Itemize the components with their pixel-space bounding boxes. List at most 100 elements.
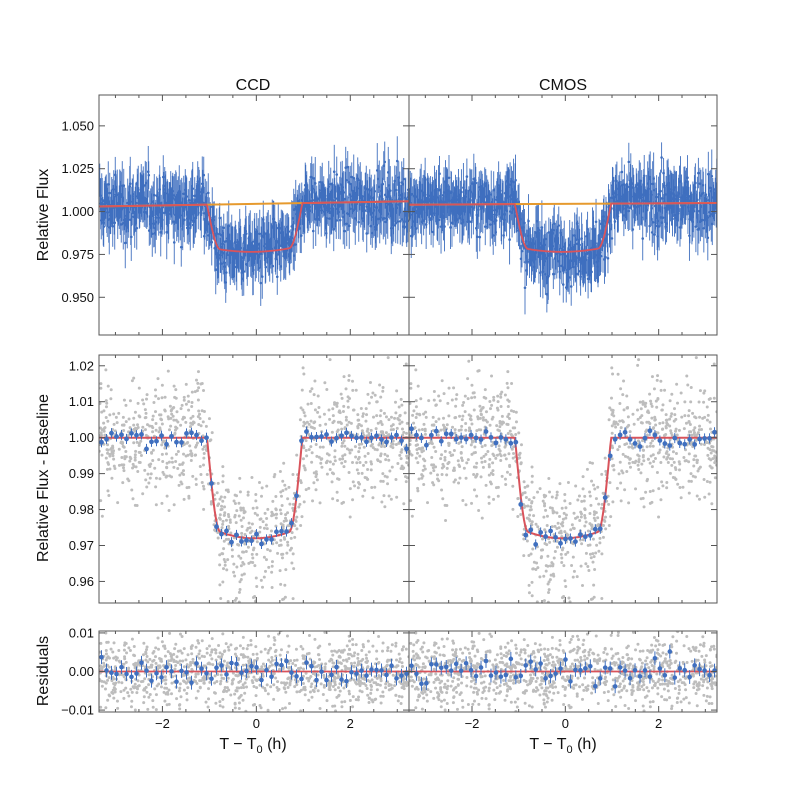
raw-point — [325, 452, 329, 456]
raw-point — [713, 454, 717, 458]
raw-point — [649, 454, 653, 458]
raw-point — [705, 441, 709, 445]
raw-point — [151, 418, 155, 422]
raw-point — [668, 399, 672, 403]
raw-point — [261, 585, 265, 589]
raw-point — [266, 507, 270, 511]
raw-point — [342, 500, 346, 504]
raw-point — [291, 597, 295, 601]
raw-point — [583, 524, 587, 528]
raw-point — [383, 452, 387, 456]
raw-point — [434, 403, 438, 407]
raw-point — [387, 433, 391, 437]
raw-point — [218, 583, 222, 587]
data-point — [134, 201, 138, 205]
raw-point — [307, 422, 311, 426]
raw-point — [218, 513, 222, 517]
data-point — [476, 235, 479, 239]
binned-point — [279, 528, 284, 534]
raw-point — [156, 377, 160, 381]
raw-point — [378, 442, 382, 446]
data-point — [567, 276, 571, 279]
raw-point — [303, 414, 307, 418]
raw-point — [295, 453, 299, 457]
raw-point — [355, 468, 359, 472]
raw-point — [463, 394, 467, 398]
raw-point — [467, 413, 471, 417]
raw-point — [283, 583, 287, 587]
data-point — [641, 237, 645, 240]
raw-point — [283, 483, 287, 487]
raw-point — [519, 443, 523, 447]
raw-point — [607, 418, 611, 422]
raw-point — [104, 368, 108, 372]
raw-point — [278, 470, 282, 474]
data-point — [631, 228, 635, 231]
raw-point — [104, 416, 108, 420]
raw-point — [528, 513, 532, 517]
raw-point — [666, 460, 670, 464]
raw-point — [622, 408, 626, 412]
raw-point — [154, 421, 158, 425]
raw-point — [647, 420, 651, 424]
raw-point — [282, 461, 286, 465]
raw-point — [590, 597, 594, 601]
raw-point — [351, 388, 355, 392]
raw-point — [232, 562, 236, 566]
model-curve — [99, 200, 409, 253]
raw-point — [610, 366, 614, 370]
raw-point — [664, 426, 668, 430]
raw-point — [202, 463, 206, 467]
raw-point — [707, 492, 711, 496]
raw-point — [154, 428, 158, 432]
binned-point — [304, 429, 309, 435]
data-point — [383, 160, 387, 164]
raw-point — [679, 496, 683, 500]
raw-point — [507, 417, 511, 421]
raw-point — [358, 482, 362, 486]
raw-point — [579, 515, 583, 519]
data-point — [357, 220, 361, 224]
raw-point — [467, 426, 471, 430]
raw-point — [687, 420, 691, 424]
raw-point — [133, 455, 137, 459]
raw-point — [709, 451, 713, 455]
raw-point — [242, 550, 246, 554]
raw-point — [429, 440, 433, 444]
raw-point — [669, 414, 673, 418]
raw-point — [132, 423, 136, 427]
data-point — [569, 285, 573, 288]
raw-point — [195, 378, 199, 382]
raw-point — [651, 444, 655, 448]
raw-point — [251, 556, 255, 560]
raw-point — [141, 425, 145, 429]
raw-point — [373, 393, 377, 397]
raw-point — [237, 590, 241, 594]
y-tick-label: 1.00 — [69, 430, 94, 445]
raw-point — [593, 568, 597, 572]
raw-point — [219, 495, 223, 499]
raw-point — [610, 457, 614, 461]
raw-point — [289, 536, 293, 540]
raw-point — [404, 475, 408, 479]
raw-point — [450, 398, 454, 402]
raw-point — [160, 422, 164, 426]
raw-point — [384, 458, 388, 462]
raw-point — [665, 481, 669, 485]
raw-point — [369, 428, 373, 432]
raw-point — [333, 402, 337, 406]
plot-panels: 0.9500.9751.0001.0251.0500.960.970.980.9… — [61, 94, 718, 731]
data-point — [561, 283, 565, 286]
raw-point — [499, 458, 503, 462]
raw-point — [105, 401, 109, 405]
raw-point — [145, 397, 149, 401]
raw-point — [221, 474, 225, 478]
raw-point — [505, 381, 509, 385]
raw-point — [648, 392, 652, 396]
raw-point — [314, 442, 318, 446]
data-point — [526, 260, 529, 263]
raw-point — [616, 372, 620, 376]
raw-point — [563, 579, 567, 583]
raw-point — [108, 452, 112, 456]
raw-point — [384, 415, 388, 419]
